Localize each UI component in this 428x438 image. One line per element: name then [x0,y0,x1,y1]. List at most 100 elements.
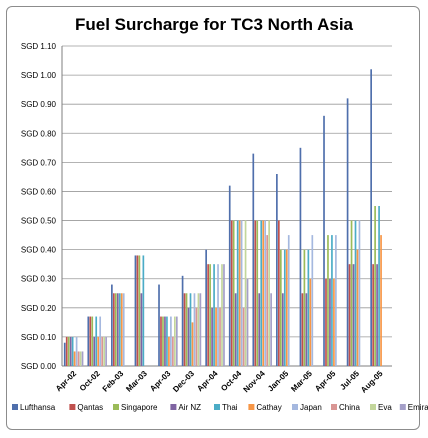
bar-singapore [138,255,141,366]
y-tick-label: SGD 0.20 [21,304,57,313]
x-tick-label: Nov-04 [242,369,268,395]
bar-thai [307,249,310,366]
bar-china [219,307,221,366]
legend-swatch [248,404,255,410]
bar-thai [71,336,74,366]
legend-label: Singapore [121,403,158,412]
bar-air-nz [258,293,261,366]
bar-lufthansa [323,115,325,367]
bar-qantas [372,264,374,366]
legend-swatch [12,404,18,410]
bar-thai [142,255,145,366]
bar-cathay [168,336,170,366]
bar-qantas [65,336,68,366]
bar-cathay [333,278,335,366]
bar-china [172,336,174,366]
bar-emirates [270,293,272,366]
bar-air-nz [116,293,119,366]
bar-japan [264,220,267,366]
bar-lufthansa [63,342,66,366]
legend-label: Air NZ [178,403,201,412]
bar-singapore [232,220,235,366]
legend-swatch [69,404,76,410]
x-tick-label: Apr-04 [195,369,220,394]
bar-japan [311,235,314,366]
bar-qantas [278,220,280,366]
bar-cathay [97,336,100,366]
bar-air-nz [93,336,96,366]
bar-japan [217,264,219,366]
bar-qantas [348,264,351,366]
legend-label: Lufthansa [20,403,56,412]
legend-label: Eva [378,403,392,412]
bar-qantas [160,316,162,366]
bar-lufthansa [205,249,207,366]
bar-air-nz [281,293,284,366]
bar-qantas [254,220,257,366]
bar-thai [331,235,333,366]
bar-air-nz [305,293,308,366]
x-tick-label: Apr-05 [313,369,338,394]
x-tick-label: Jan-05 [266,369,291,394]
bar-thai [95,316,98,366]
y-tick-label: SGD 0.80 [21,129,57,138]
bar-air-nz [329,278,331,366]
bar-singapore [209,264,211,366]
bar-air-nz [211,307,213,366]
legend-label: Emirates [408,403,428,412]
bar-lufthansa [299,147,302,366]
bar-china [266,235,268,366]
bar-lufthansa [87,316,90,366]
bar-japan [240,220,243,366]
bar-singapore [279,249,282,366]
bar-cathay [215,307,217,366]
bar-singapore [256,220,259,366]
legend-swatch [113,404,119,410]
bar-qantas [207,264,209,366]
bar-china [195,307,198,366]
bar-emirates [175,316,178,366]
x-tick-label: Apr-03 [148,369,173,394]
bar-qantas [113,293,115,366]
y-tick-label: SGD 0.60 [21,187,57,196]
bar-china [77,351,80,366]
chart-title: Fuel Surcharge for TC3 North Asia [74,15,354,34]
y-tick-label: SGD 0.40 [21,246,57,255]
bar-thai [236,220,239,366]
bar-china [101,336,103,366]
bar-lufthansa [370,69,372,366]
y-tick-label: SGD 0.00 [21,362,57,371]
bar-lufthansa [111,284,113,366]
bar-thai [260,220,263,366]
bar-cathay [309,278,312,366]
legend-swatch [399,404,406,410]
bar-singapore [114,293,117,366]
bar-japan [99,316,102,366]
bar-thai [354,220,357,366]
x-tick-label: Aug-05 [359,369,385,395]
bar-cathay [262,220,265,366]
bar-cathay [73,351,76,366]
bar-lufthansa [228,185,231,366]
bar-singapore [303,249,306,366]
bar-singapore [185,293,188,366]
bar-emirates [199,293,202,366]
bar-japan [287,235,290,366]
legend-label: China [339,403,360,412]
x-tick-label: Mar-05 [289,369,314,394]
y-tick-label: SGD 0.70 [21,158,57,167]
bar-qantas [230,220,233,366]
y-tick-label: SGD 0.90 [21,100,57,109]
bar-cathay [285,249,288,366]
bar-emirates [246,278,249,366]
x-tick-label: Oct-02 [78,369,102,393]
bar-japan [193,293,196,366]
bar-japan [170,316,172,366]
bar-air-nz [140,293,143,366]
y-tick-label: SGD 0.10 [21,333,57,342]
bar-china [242,307,245,366]
bar-lufthansa [346,98,349,366]
bar-thai [213,264,215,366]
bar-thai [118,293,121,366]
